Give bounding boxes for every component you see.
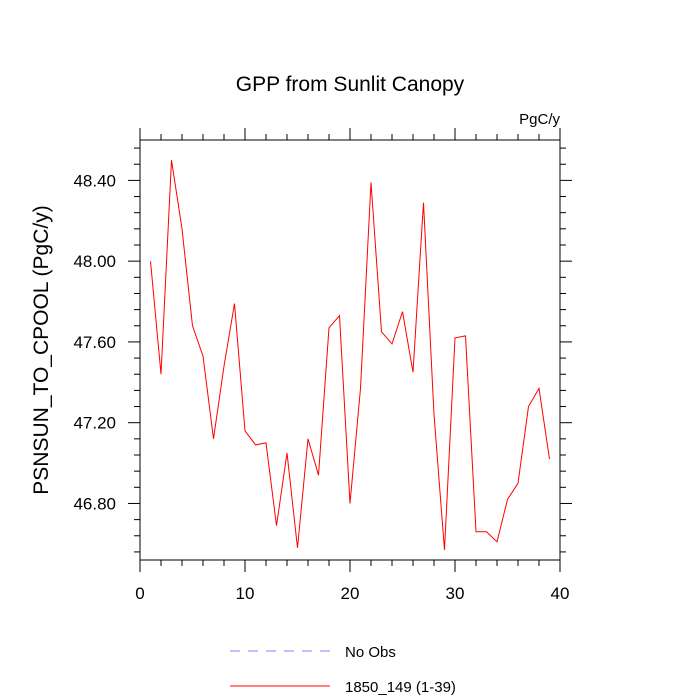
legend: No Obs 1850_149 (1-39) (230, 644, 456, 696)
series-layer (150, 160, 550, 550)
x-tick-label: 20 (341, 584, 360, 603)
x-tick-label: 10 (236, 584, 255, 603)
y-tick-label: 47.60 (73, 333, 116, 352)
units-label: PgC/y (519, 111, 560, 128)
legend-label-1: 1850_149 (1-39) (345, 679, 456, 696)
legend-label-0: No Obs (345, 644, 396, 661)
y-tick-label: 48.00 (73, 252, 116, 271)
x-tick-label: 0 (135, 584, 144, 603)
axis-tick-labels: 0 10 20 30 40 46.80 47.20 47.60 48.00 48.40 (73, 171, 569, 603)
x-tick-label: 30 (446, 584, 465, 603)
y-tick-label: 46.80 (73, 494, 116, 513)
y-tick-label: 48.40 (73, 171, 116, 190)
chart-title: GPP from Sunlit Canopy (236, 73, 465, 96)
series-line-1 (150, 160, 550, 550)
y-tick-label: 47.20 (73, 414, 116, 433)
axis-ticks (128, 128, 572, 572)
x-tick-label: 40 (551, 584, 570, 603)
y-axis-label: PSNSUN_TO_CPOOL (PgC/y) (30, 205, 53, 494)
